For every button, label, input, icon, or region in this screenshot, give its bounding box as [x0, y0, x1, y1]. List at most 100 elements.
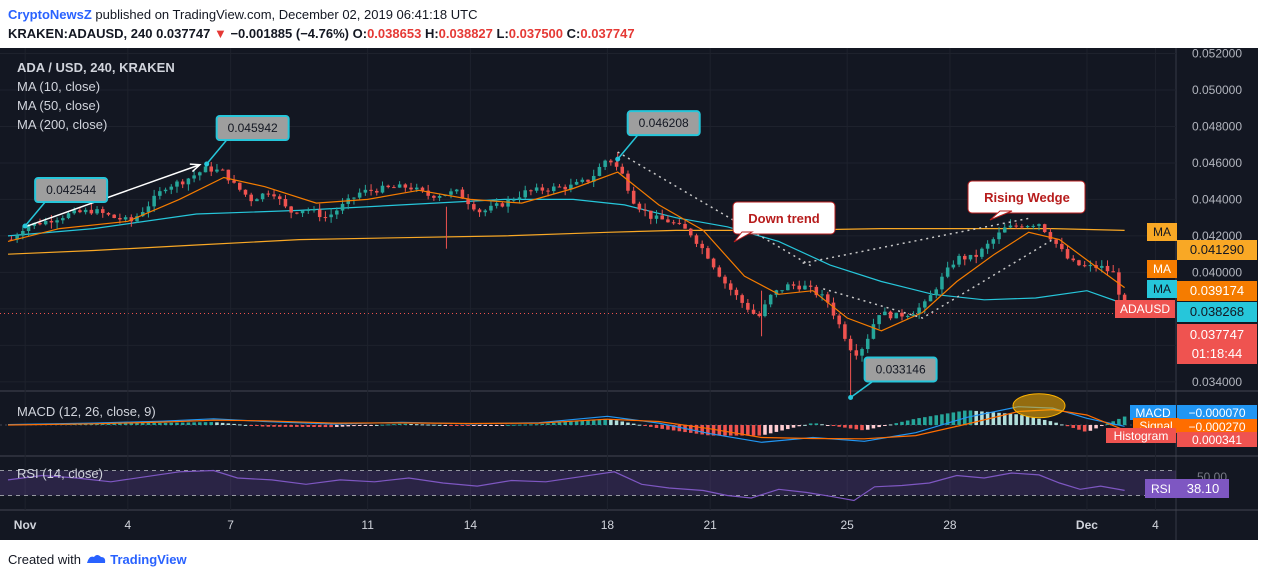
candle-body [312, 209, 316, 211]
candle [512, 197, 516, 202]
candle-body [352, 197, 356, 199]
candle-body [489, 205, 493, 211]
histogram-bar [700, 425, 704, 435]
price-tick-label: 0.040000 [1192, 265, 1242, 279]
candle-body [437, 196, 442, 198]
down-trend-callout[interactable]: Down trend [732, 201, 836, 243]
uptrend-arrow-line [24, 164, 201, 228]
histogram-bar [1100, 425, 1104, 427]
candle [1111, 264, 1115, 273]
candle-body [158, 191, 162, 196]
candle-body [517, 197, 522, 200]
candle [968, 254, 973, 262]
candle [666, 215, 670, 223]
callout-box [215, 114, 290, 141]
candle [112, 214, 116, 219]
callout-leader [24, 201, 46, 227]
callout-anchor [848, 394, 854, 400]
candle-body [272, 194, 276, 197]
candle-body [803, 285, 807, 290]
candle-body [472, 204, 476, 210]
candle-body [786, 284, 790, 291]
histogram-bar [1037, 418, 1041, 425]
rsi-title[interactable]: RSI (14, close) [17, 466, 103, 481]
price-callout: 0.042544 [22, 176, 109, 229]
legend-ma200[interactable]: MA (200, close) [17, 117, 107, 132]
candle-body [820, 294, 824, 296]
histogram-bar [1054, 422, 1058, 425]
rsi-line [7, 469, 1125, 502]
candle [997, 227, 1001, 244]
candle-body [466, 198, 470, 205]
change-down-icon: ▼ [213, 26, 227, 41]
histogram-bar [357, 425, 362, 426]
trading-chart[interactable]: 0.042544 0.045942 0.046208 0.033146 0.05200… [0, 48, 1258, 540]
legend-ma10[interactable]: MA (10, close) [17, 79, 100, 94]
histogram-bar [129, 423, 134, 425]
candle-body [38, 222, 42, 225]
histogram-bar [820, 424, 824, 426]
time-tick-label: Dec [1076, 518, 1098, 532]
candle [711, 257, 716, 270]
candle-body [1025, 226, 1030, 228]
candle-body [260, 193, 265, 200]
tradingview-brand[interactable]: TradingView [110, 552, 187, 567]
candle-body [426, 190, 430, 196]
candle-body [1111, 271, 1115, 273]
histogram-bar [797, 425, 801, 427]
candle-body [951, 264, 956, 268]
candle-body [706, 248, 710, 259]
histogram-bar [860, 425, 864, 431]
macd-pane[interactable] [0, 393, 1176, 443]
candle [198, 171, 202, 181]
candle-body [654, 215, 659, 219]
candle-body [169, 186, 174, 190]
candle-body [917, 307, 921, 315]
histogram-bar [192, 422, 196, 425]
time-tick-label: 4 [1152, 518, 1159, 532]
histogram-bar [660, 425, 664, 429]
rsi-pane[interactable] [0, 469, 1176, 502]
candle [380, 181, 385, 194]
histogram-bar [494, 425, 499, 426]
candle-body [66, 213, 71, 219]
histogram-bar [346, 425, 351, 427]
price-tick-label: 0.042000 [1192, 229, 1242, 243]
histogram-bar [597, 419, 602, 425]
histogram-bar [226, 423, 231, 425]
histogram-bar [158, 422, 162, 425]
histogram-bar [312, 425, 316, 427]
publisher-name[interactable]: CryptoNewsZ [8, 7, 92, 22]
legend-ma50[interactable]: MA (50, close) [17, 98, 100, 113]
candle-body [603, 160, 607, 167]
last-price-value: 0.037747 [1190, 327, 1244, 342]
histogram-bar [997, 412, 1001, 425]
candle [683, 219, 687, 229]
candle-body [1082, 265, 1087, 267]
candle-body [843, 324, 847, 339]
callout-value: 0.033146 [876, 362, 926, 376]
macd-title[interactable]: MACD (12, 26, close, 9) [17, 404, 156, 419]
histogram-bar [1048, 421, 1053, 425]
candle-body [277, 196, 282, 200]
candle [249, 192, 253, 207]
candle-body [215, 169, 219, 172]
candle [540, 183, 545, 195]
candle [911, 311, 916, 317]
histogram-bar [403, 423, 408, 425]
histogram-bar [723, 425, 727, 436]
ma200-layer [7, 228, 1125, 255]
candle [369, 184, 373, 196]
candle [437, 193, 442, 202]
rsi-tags: RSI 38.10 [1145, 479, 1229, 498]
histogram-bar [506, 424, 510, 426]
candle [940, 272, 944, 295]
candle [957, 253, 961, 268]
rising-wedge-callout[interactable]: Rising Wedge [967, 180, 1086, 221]
histogram-bar [974, 410, 978, 425]
histogram-bar [198, 422, 202, 425]
candle [871, 318, 876, 340]
candle [1071, 255, 1076, 262]
candle [660, 209, 664, 220]
drawings-layer[interactable]: 0.042544 0.045942 0.046208 0.033146 [22, 110, 1054, 400]
